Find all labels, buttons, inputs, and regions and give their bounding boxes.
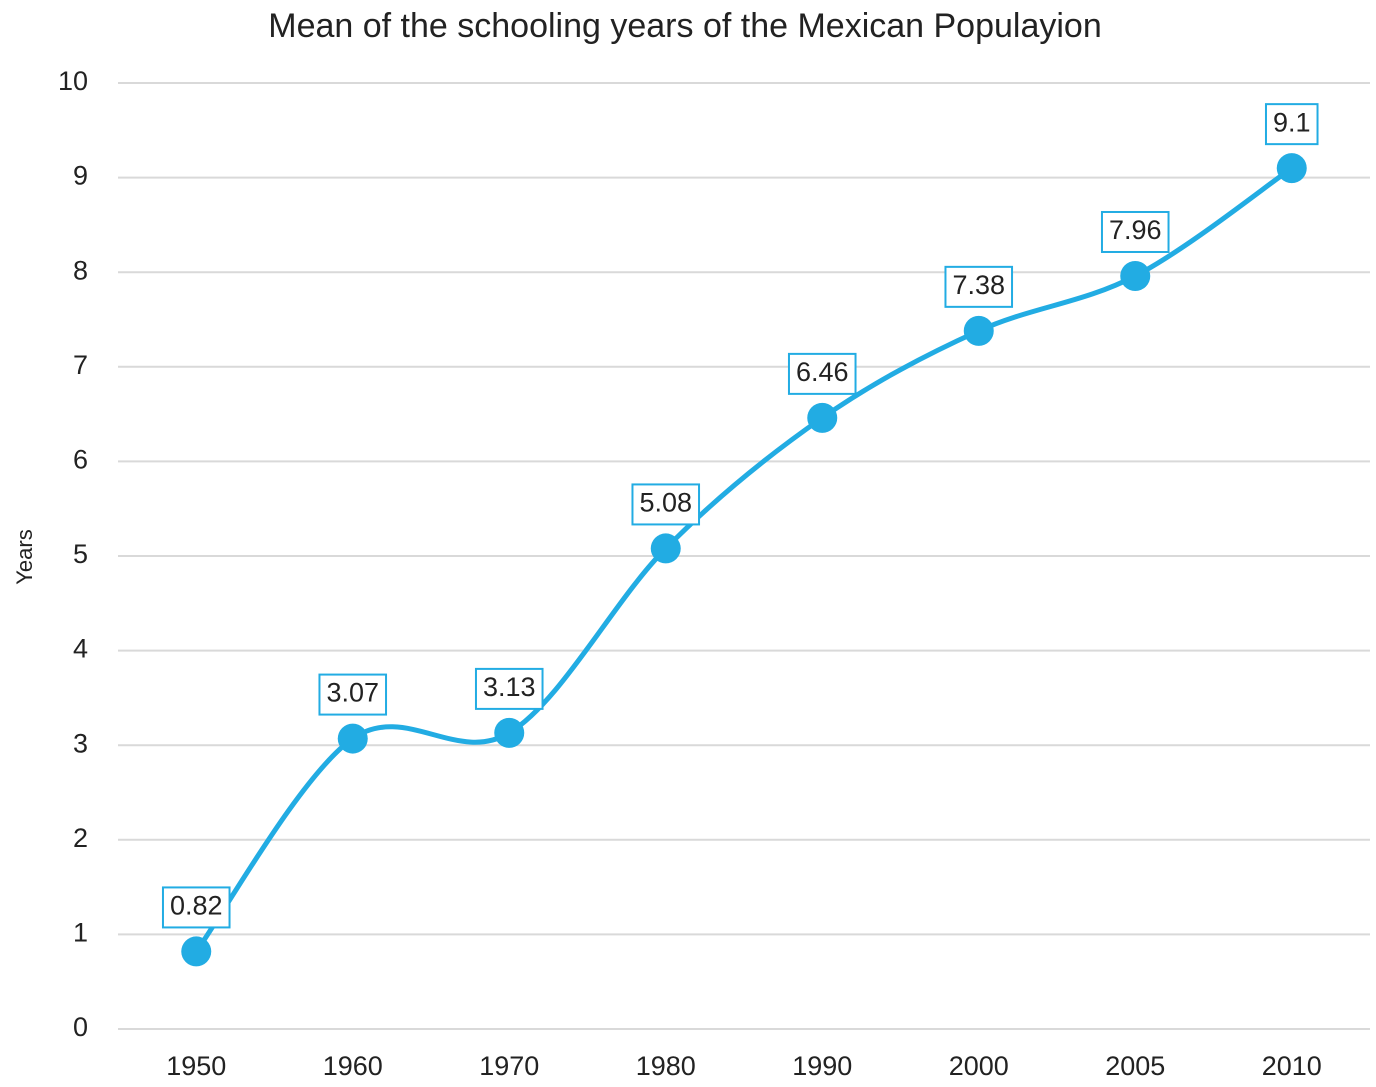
- x-tick-label: 1950: [166, 1051, 226, 1081]
- data-label-box: [161, 886, 231, 929]
- data-label-box: [474, 667, 544, 710]
- y-tick-label: 0: [73, 1012, 88, 1042]
- data-label-box: [1100, 210, 1170, 253]
- y-tick-label: 3: [73, 728, 88, 758]
- data-label-box: [631, 483, 701, 526]
- point: [963, 315, 994, 346]
- point: [1120, 260, 1151, 291]
- data-label: 7.96: [1109, 215, 1162, 245]
- chart-title: Mean of the schooling years of the Mexic…: [268, 7, 1102, 45]
- point: [494, 717, 525, 748]
- point: [181, 936, 212, 967]
- x-tick-label: 1990: [792, 1051, 852, 1081]
- y-tick-label: 1: [73, 918, 88, 948]
- data-label: 9.1: [1273, 107, 1311, 137]
- data-label-box: [787, 352, 857, 395]
- y-tick-label: 9: [73, 161, 88, 191]
- data-label: 0.82: [170, 891, 223, 921]
- data-label: 3.13: [483, 672, 536, 702]
- x-tick-label: 1960: [323, 1051, 383, 1081]
- y-tick-label: 7: [73, 350, 88, 380]
- y-tick-label: 10: [58, 66, 88, 96]
- data-label: 3.07: [326, 678, 379, 708]
- point: [807, 402, 838, 433]
- point: [337, 723, 368, 754]
- data-label-box: [318, 673, 388, 716]
- data-label-box: [944, 265, 1014, 308]
- y-tick-label: 5: [73, 539, 88, 569]
- x-tick-label: 2005: [1105, 1051, 1165, 1081]
- x-tick-label: 2000: [949, 1051, 1009, 1081]
- y-axis-label: Years: [12, 529, 37, 584]
- y-tick-label: 2: [73, 823, 88, 853]
- point: [650, 533, 681, 564]
- point: [1276, 153, 1307, 184]
- y-tick-label: 8: [73, 255, 88, 285]
- x-tick-label: 2010: [1262, 1051, 1322, 1081]
- y-tick-label: 4: [73, 634, 88, 664]
- y-tick-label: 6: [73, 445, 88, 475]
- data-label: 5.08: [639, 488, 692, 518]
- x-tick-label: 1980: [636, 1051, 696, 1081]
- data-label: 7.38: [952, 270, 1005, 300]
- data-label: 6.46: [796, 357, 849, 387]
- data-label-box: [1264, 103, 1319, 146]
- x-tick-label: 1970: [479, 1051, 539, 1081]
